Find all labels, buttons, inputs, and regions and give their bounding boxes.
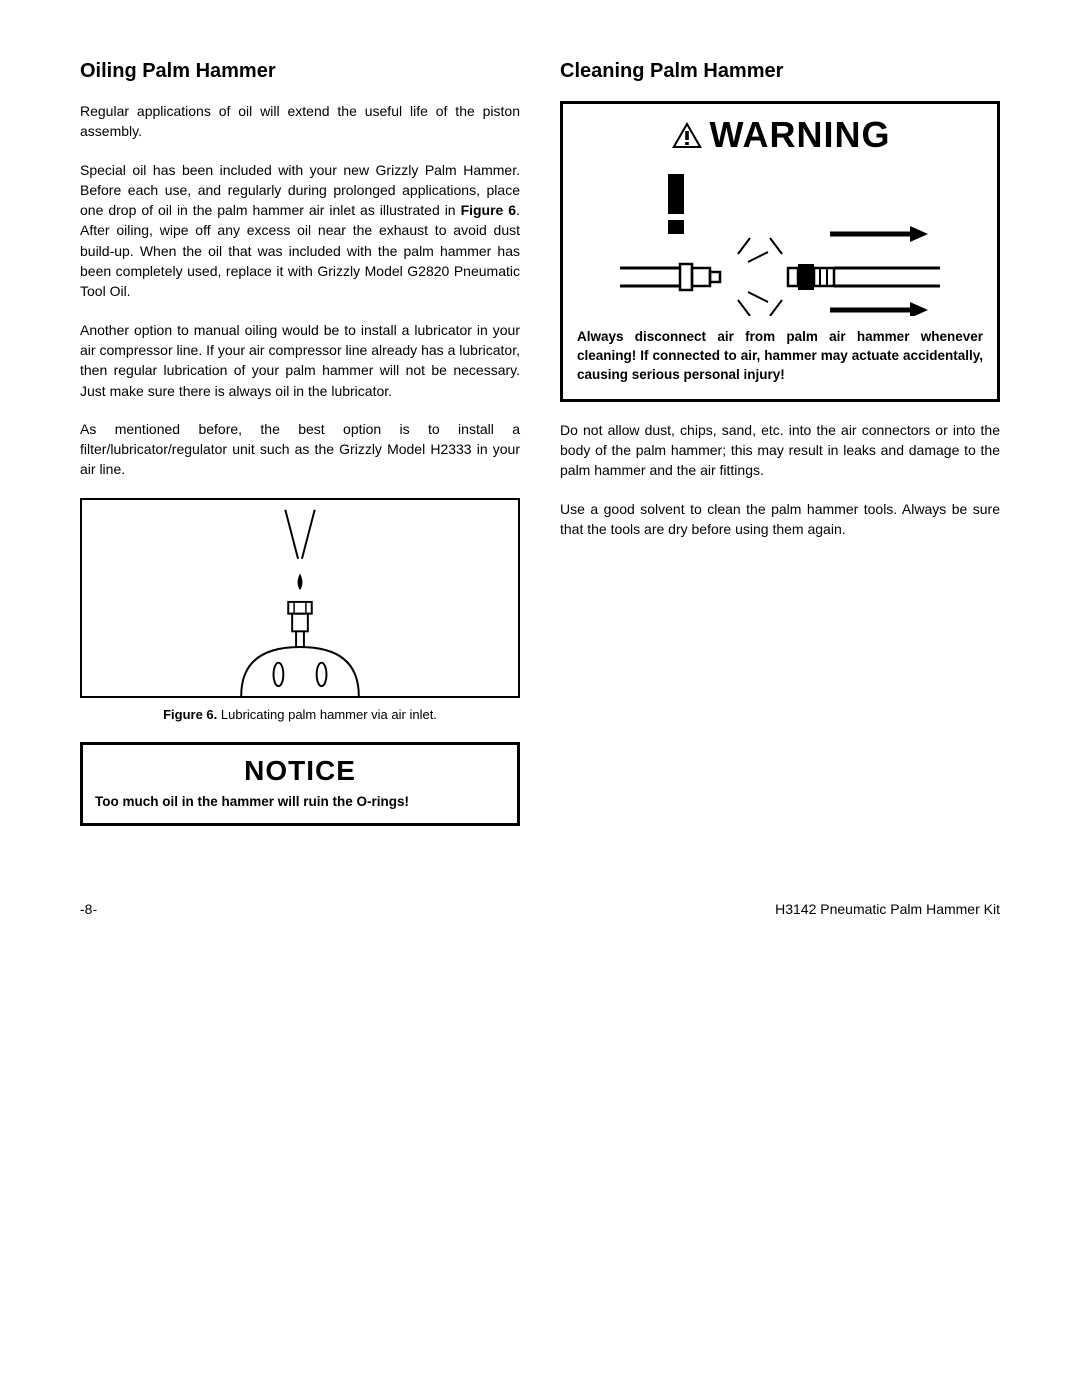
warning-box: WARNING: [560, 101, 1000, 402]
disconnect-diagram: [577, 166, 983, 316]
notice-box: NOTICE Too much oil in the hammer will r…: [80, 742, 520, 826]
warning-title: WARNING: [710, 114, 891, 156]
left-column: Oiling Palm Hammer Regular applications …: [80, 60, 520, 826]
cleaning-p2: Use a good solvent to clean the palm ham…: [560, 499, 1000, 540]
page-footer: -8- H3142 Pneumatic Palm Hammer Kit: [80, 901, 1000, 917]
figure-6-caption: Figure 6. Lubricating palm hammer via ai…: [80, 706, 520, 724]
disconnect-diagram-icon: [577, 166, 983, 316]
lubrication-diagram-icon: [82, 500, 518, 696]
oiling-p1: Regular applications of oil will extend …: [80, 101, 520, 142]
oiling-p2b: Figure 6: [461, 202, 517, 218]
oiling-heading: Oiling Palm Hammer: [80, 60, 520, 83]
oiling-p3: Another option to manual oiling would be…: [80, 320, 520, 401]
oiling-p2a: Special oil has been included with your …: [80, 162, 520, 219]
notice-title: NOTICE: [95, 755, 505, 787]
warning-header: WARNING: [577, 114, 983, 156]
figure-6-box: [80, 498, 520, 698]
page-number: -8-: [80, 901, 97, 917]
oiling-p4: As mentioned before, the best option is …: [80, 419, 520, 480]
cleaning-heading: Cleaning Palm Hammer: [560, 60, 1000, 83]
warning-text: Always disconnect air from palm air hamm…: [577, 328, 983, 385]
figcap-rest: Lubricating palm hammer via air inlet.: [217, 707, 437, 722]
doc-title: H3142 Pneumatic Palm Hammer Kit: [775, 901, 1000, 917]
notice-text: Too much oil in the hammer will ruin the…: [95, 793, 505, 811]
right-column: Cleaning Palm Hammer WARNING: [560, 60, 1000, 826]
page-content: Oiling Palm Hammer Regular applications …: [0, 0, 1080, 866]
cleaning-p1: Do not allow dust, chips, sand, etc. int…: [560, 420, 1000, 481]
figcap-bold: Figure 6.: [163, 707, 217, 722]
oiling-p2: Special oil has been included with your …: [80, 160, 520, 302]
warning-triangle-icon: [670, 120, 704, 150]
